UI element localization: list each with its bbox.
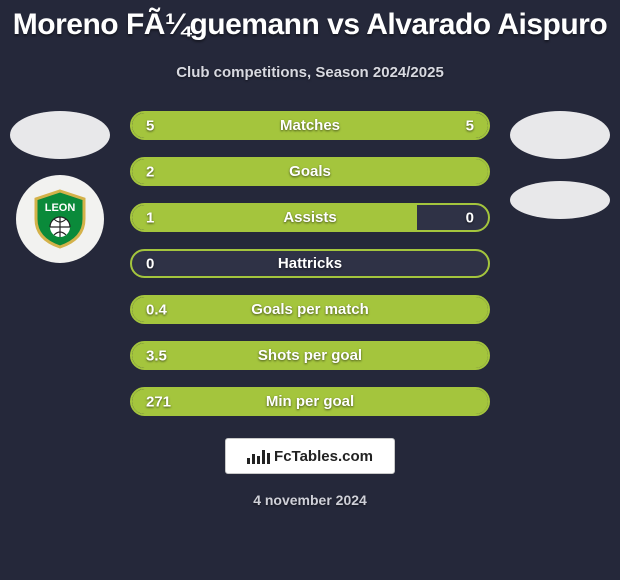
stat-row: 0.4 Goals per match — [130, 295, 490, 324]
stat-value-right: 0 — [466, 209, 474, 226]
stat-label: Assists — [283, 209, 336, 226]
fill-left — [132, 205, 417, 230]
stat-value-right: 5 — [466, 117, 474, 134]
stat-label: Shots per goal — [258, 347, 362, 364]
stat-value-left: 0 — [146, 255, 154, 272]
stat-row: 271 Min per goal — [130, 387, 490, 416]
stat-value-left: 0.4 — [146, 301, 167, 318]
stat-value-left: 3.5 — [146, 347, 167, 364]
stat-label: Hattricks — [278, 255, 342, 272]
brand-badge: FcTables.com — [225, 438, 395, 474]
player-avatar-left — [10, 111, 110, 159]
date-text: 4 november 2024 — [253, 492, 367, 508]
stat-label: Goals per match — [251, 301, 369, 318]
stat-row: 0 Hattricks — [130, 249, 490, 278]
stat-value-left: 271 — [146, 393, 171, 410]
subtitle: Club competitions, Season 2024/2025 — [176, 64, 444, 81]
club-badge-right — [510, 181, 610, 219]
stat-value-left: 5 — [146, 117, 154, 134]
club-badge-left: LEON — [16, 175, 104, 263]
stat-label: Matches — [280, 117, 340, 134]
stat-row: 3.5 Shots per goal — [130, 341, 490, 370]
page-title: Moreno FÃ¼guemann vs Alvarado Aispuro — [13, 8, 607, 42]
brand-text: FcTables.com — [274, 448, 373, 465]
leon-badge-icon: LEON — [28, 187, 92, 251]
stat-row: 5 Matches 5 — [130, 111, 490, 140]
stat-row: 1 Assists 0 — [130, 203, 490, 232]
svg-text:LEON: LEON — [45, 202, 76, 214]
stats-panel: LEON 5Matches52Goals1Assists00Hattricks0… — [0, 111, 620, 416]
chart-icon — [247, 448, 270, 464]
stat-value-left: 1 — [146, 209, 154, 226]
stat-label: Min per goal — [266, 393, 354, 410]
stat-value-left: 2 — [146, 163, 154, 180]
stat-label: Goals — [289, 163, 331, 180]
player-avatar-right — [510, 111, 610, 159]
stat-row: 2 Goals — [130, 157, 490, 186]
